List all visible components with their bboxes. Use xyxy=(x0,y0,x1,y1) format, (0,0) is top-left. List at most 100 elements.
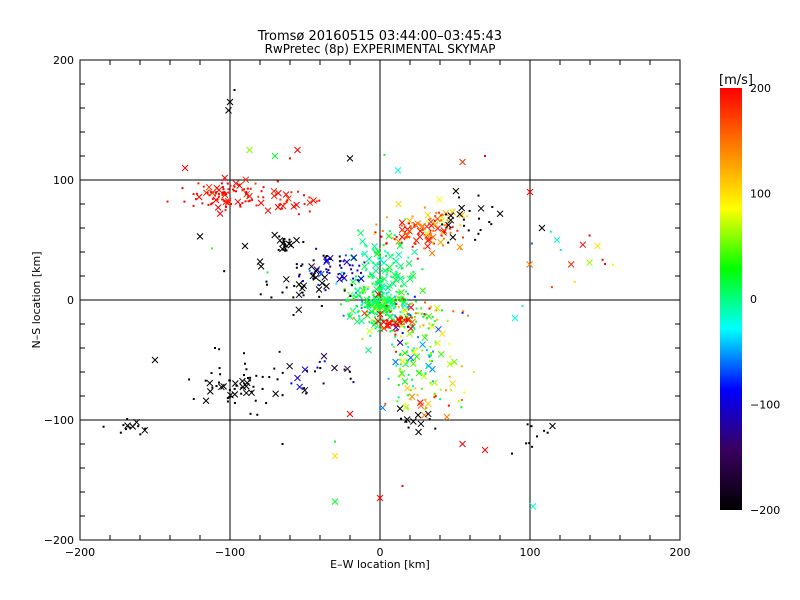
data-point-cross xyxy=(378,302,386,310)
data-point-cross xyxy=(374,247,382,255)
data-point-dot xyxy=(424,373,427,376)
data-point-dot xyxy=(430,383,433,386)
data-point-dot xyxy=(373,307,376,310)
data-point-dot xyxy=(429,345,432,348)
data-point-dot xyxy=(284,247,287,250)
data-point-cross xyxy=(318,279,326,287)
data-point-dot xyxy=(361,300,364,303)
data-point-dot xyxy=(337,273,340,276)
data-point-dot xyxy=(588,234,591,237)
data-point-cross xyxy=(343,258,351,266)
colorbar-tick-label: −200 xyxy=(750,504,780,517)
colorbar-tick-label: −100 xyxy=(750,399,780,412)
data-point-dot xyxy=(413,347,416,350)
data-point-cross xyxy=(406,227,413,235)
data-point-dot xyxy=(474,238,477,241)
data-point-dot xyxy=(400,297,403,300)
data-point-dot xyxy=(383,306,386,309)
data-point-cross xyxy=(395,295,403,302)
data-point-dot xyxy=(202,185,205,188)
data-point-dot xyxy=(359,271,362,274)
data-point-dot xyxy=(348,264,351,267)
data-point-dot xyxy=(279,198,282,201)
data-point-dot xyxy=(433,393,436,396)
data-point-dot xyxy=(425,407,428,410)
data-point-dot xyxy=(393,295,396,298)
data-point-dot xyxy=(403,297,406,300)
data-point-dot xyxy=(399,317,402,320)
data-point-dot xyxy=(257,195,260,198)
data-point-dot xyxy=(119,431,122,434)
data-point-dot xyxy=(371,305,374,308)
data-point-cross xyxy=(424,410,432,418)
data-point-dot xyxy=(338,255,341,258)
data-point-dot xyxy=(381,278,384,281)
data-point-dot xyxy=(377,263,380,266)
data-point-dot xyxy=(421,268,424,271)
data-point-dot xyxy=(423,206,426,209)
data-point-dot xyxy=(207,203,210,206)
data-point-dot xyxy=(395,303,398,306)
data-point-dot xyxy=(364,301,367,304)
data-point-dot xyxy=(363,288,366,291)
data-point-dot xyxy=(425,349,428,352)
data-point-dot xyxy=(385,301,388,304)
data-point-dot xyxy=(366,305,369,308)
data-point-cross xyxy=(206,387,214,395)
data-point-dot xyxy=(183,200,186,203)
data-point-dot xyxy=(373,251,376,254)
data-point-cross xyxy=(224,198,232,205)
data-point-dot xyxy=(125,428,128,431)
data-point-dot xyxy=(318,199,321,202)
data-point-cross xyxy=(195,193,203,201)
data-point-dot xyxy=(386,310,389,313)
data-point-cross xyxy=(376,317,384,325)
data-point-dot xyxy=(281,394,284,397)
data-point-dot xyxy=(385,322,388,325)
data-point-dot xyxy=(340,303,343,306)
data-point-dot xyxy=(413,225,416,228)
data-point-cross xyxy=(425,236,433,244)
data-point-dot xyxy=(511,452,513,455)
data-point-dot xyxy=(408,275,411,278)
data-point-dot xyxy=(401,332,404,335)
data-point-dot xyxy=(462,218,465,221)
data-point-dot xyxy=(402,277,405,280)
data-point-dot xyxy=(285,201,288,204)
data-point-dot xyxy=(407,426,410,429)
data-point-cross xyxy=(400,280,408,288)
data-point-dot xyxy=(402,300,405,303)
data-point-dot xyxy=(297,190,300,193)
data-point-dot xyxy=(448,227,451,230)
data-point-cross xyxy=(395,200,402,208)
data-point-dot xyxy=(249,376,252,379)
data-point-dot xyxy=(317,283,320,286)
data-point-dot xyxy=(359,295,362,298)
data-point-dot xyxy=(417,233,420,236)
data-point-dot xyxy=(313,370,316,373)
data-point-cross xyxy=(377,287,384,295)
data-point-dot xyxy=(368,303,371,306)
data-point-dot xyxy=(348,370,351,373)
data-point-cross xyxy=(458,211,465,219)
data-point-cross xyxy=(428,249,436,257)
y-tick-label: 100 xyxy=(53,174,74,187)
data-point-dot xyxy=(355,278,358,281)
data-point-cross xyxy=(239,377,246,385)
data-point-dot xyxy=(413,326,416,329)
data-point-dot xyxy=(435,309,438,312)
data-point-dot xyxy=(362,285,365,288)
data-point-dot xyxy=(318,295,321,298)
data-point-dot xyxy=(283,202,286,205)
x-tick-label: 200 xyxy=(670,546,691,559)
data-point-dot xyxy=(559,248,562,251)
data-point-dot xyxy=(415,307,418,310)
data-point-dot xyxy=(461,236,464,239)
data-point-cross xyxy=(295,306,303,314)
data-point-cross xyxy=(306,199,314,207)
data-point-dot xyxy=(361,252,364,255)
data-point-dot xyxy=(246,377,249,380)
data-point-dot xyxy=(293,284,296,287)
data-point-dot xyxy=(214,192,217,195)
data-point-dot xyxy=(377,300,380,303)
